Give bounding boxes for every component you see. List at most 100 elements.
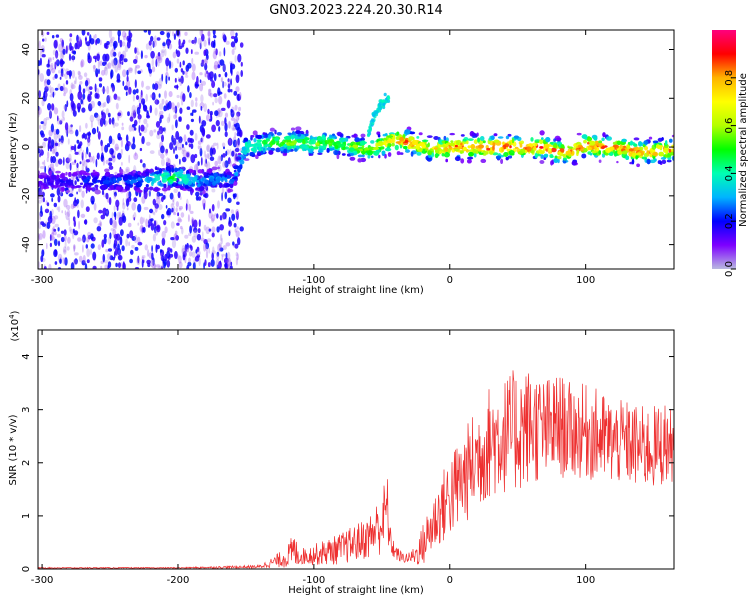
noise-blob	[147, 30, 151, 36]
noise-blob	[129, 230, 134, 239]
noise-blob	[218, 95, 223, 105]
noise-blob	[117, 254, 123, 261]
ridge-blob	[648, 136, 653, 140]
noise-blob	[178, 78, 182, 82]
noise-blob	[111, 85, 114, 93]
noise-blob	[224, 122, 228, 132]
noise-blob	[135, 95, 140, 100]
noise-blob	[126, 198, 129, 207]
noise-blob	[187, 261, 192, 267]
noise-blob	[135, 64, 141, 69]
ridge-blob	[181, 177, 189, 181]
noise-blob	[109, 232, 112, 239]
noise-blob	[121, 126, 125, 131]
noise-blob	[119, 56, 122, 65]
noise-blob	[74, 144, 77, 153]
noise-blob	[43, 78, 48, 88]
ridge-blob	[213, 172, 219, 178]
noise-blob	[213, 48, 217, 54]
noise-blob	[141, 196, 146, 204]
noise-blob	[224, 263, 228, 268]
noise-blob	[190, 112, 193, 116]
noise-blob	[79, 125, 82, 133]
noise-blob	[223, 47, 226, 57]
noise-blob	[102, 102, 105, 108]
noise-blob	[172, 107, 176, 113]
noise-blob	[152, 233, 156, 242]
ridge-blob	[55, 179, 60, 186]
noise-blob	[137, 236, 141, 244]
noise-blob	[108, 30, 113, 39]
noise-blob	[146, 141, 151, 146]
noise-blob	[85, 86, 90, 92]
ridge-blob	[68, 172, 72, 175]
noise-blob	[92, 251, 97, 261]
ridge-blob	[438, 139, 444, 145]
noise-blob	[201, 135, 204, 144]
noise-blob	[198, 257, 201, 267]
noise-blob	[134, 67, 137, 75]
noise-blob	[38, 147, 41, 154]
noise-blob	[114, 220, 118, 230]
noise-blob	[207, 262, 211, 268]
noise-blob	[160, 158, 165, 167]
ridge-blob	[59, 173, 64, 179]
noise-blob	[213, 60, 219, 70]
ridge-blob	[480, 158, 487, 163]
noise-blob	[92, 265, 97, 269]
noise-blob	[38, 220, 42, 230]
ridge-blob	[162, 172, 169, 176]
noise-blob	[155, 55, 160, 60]
noise-blob	[125, 166, 130, 175]
noise-blob	[217, 109, 223, 118]
noise-blob	[169, 192, 174, 200]
noise-blob	[168, 60, 172, 69]
noise-blob	[44, 208, 50, 214]
ridge-blob	[342, 139, 345, 143]
noise-blob	[183, 134, 187, 143]
noise-blob	[42, 95, 47, 102]
noise-blob	[95, 73, 98, 78]
ridge-blob	[540, 154, 544, 159]
noise-blob	[155, 97, 158, 105]
noise-blob	[227, 121, 231, 129]
noise-blob	[195, 97, 198, 102]
noise-blob	[72, 54, 75, 63]
ridge-blob	[661, 159, 667, 164]
noise-blob	[175, 119, 178, 129]
noise-blob	[160, 145, 165, 154]
noise-blob	[199, 147, 203, 157]
noise-blob	[158, 57, 162, 61]
noise-blob	[182, 251, 187, 258]
noise-blob	[186, 242, 189, 250]
noise-blob	[81, 107, 86, 113]
noise-blob	[196, 75, 199, 85]
noise-blob	[159, 249, 163, 254]
ridge-blob	[116, 173, 121, 178]
ridge-blob	[409, 131, 416, 135]
noise-blob	[190, 49, 193, 55]
ridge-blob	[359, 140, 366, 146]
noise-blob	[159, 30, 165, 36]
noise-blob	[70, 262, 75, 269]
ridge-blob	[501, 146, 504, 152]
ridge-blob	[131, 177, 137, 180]
noise-blob	[145, 43, 150, 50]
snr-frame	[37, 329, 675, 570]
noise-blob	[97, 131, 101, 140]
noise-blob	[102, 86, 105, 95]
noise-blob	[99, 60, 103, 67]
noise-blob	[144, 54, 148, 59]
ridge-blob	[40, 185, 44, 190]
noise-blob	[104, 63, 110, 70]
noise-blob	[108, 117, 112, 125]
noise-blob	[54, 249, 58, 256]
noise-blob	[113, 233, 119, 240]
ridge-blob	[137, 189, 143, 193]
noise-blob	[153, 263, 157, 269]
noise-blob	[164, 90, 167, 99]
ridge-blob	[321, 134, 326, 140]
noise-blob	[159, 110, 164, 115]
noise-blob	[209, 156, 215, 161]
noise-blob	[236, 111, 241, 117]
